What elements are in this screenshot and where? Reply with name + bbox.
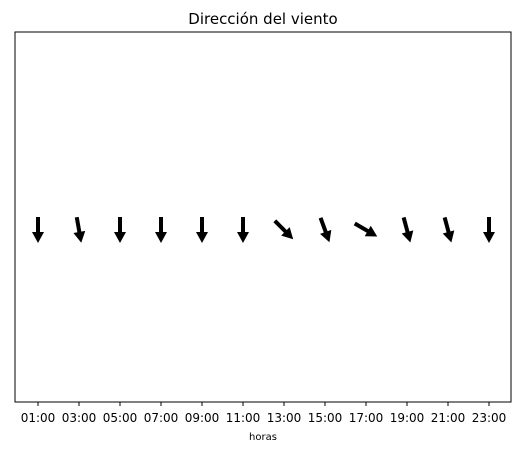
arrow-shaft bbox=[273, 219, 288, 234]
arrow-shaft bbox=[442, 216, 451, 234]
arrow-head bbox=[237, 232, 249, 243]
plot-area bbox=[14, 31, 512, 403]
wind-arrow-2300 bbox=[483, 217, 495, 243]
x-tick-label: 13:00 bbox=[267, 411, 302, 425]
arrow-head bbox=[281, 227, 294, 240]
arrow-head bbox=[155, 232, 167, 243]
x-tick-label: 09:00 bbox=[185, 411, 220, 425]
x-tick-label: 23:00 bbox=[472, 411, 507, 425]
x-tick-label: 21:00 bbox=[431, 411, 466, 425]
wind-arrow-0100 bbox=[32, 217, 44, 243]
arrow-head bbox=[442, 230, 455, 243]
x-tick-label: 19:00 bbox=[390, 411, 425, 425]
arrow-layer bbox=[32, 216, 495, 243]
arrow-head bbox=[320, 229, 332, 243]
wind-arrow-2100 bbox=[442, 216, 455, 243]
arrow-shaft bbox=[353, 221, 370, 234]
wind-arrow-0500 bbox=[114, 217, 126, 243]
wind-arrow-0300 bbox=[73, 216, 86, 243]
arrow-shaft bbox=[318, 217, 328, 234]
arrow-head bbox=[401, 230, 414, 243]
wind-arrow-1300 bbox=[273, 219, 294, 240]
x-tick-label: 05:00 bbox=[103, 411, 138, 425]
wind-arrow-0900 bbox=[196, 217, 208, 243]
arrow-head bbox=[364, 225, 378, 237]
arrow-head bbox=[483, 232, 495, 243]
x-tick-label: 17:00 bbox=[349, 411, 384, 425]
x-tick-label: 03:00 bbox=[62, 411, 97, 425]
arrow-shaft bbox=[401, 216, 410, 234]
x-tick-label: 01:00 bbox=[21, 411, 56, 425]
x-tick-label: 07:00 bbox=[144, 411, 179, 425]
arrow-head bbox=[73, 230, 86, 243]
x-tick-label: 15:00 bbox=[308, 411, 343, 425]
x-tick-label: 11:00 bbox=[226, 411, 261, 425]
arrow-head bbox=[32, 232, 44, 243]
wind-arrow-0700 bbox=[155, 217, 167, 243]
wind-arrow-1500 bbox=[318, 217, 332, 243]
x-axis-label: horas bbox=[249, 432, 277, 443]
wind-arrow-1900 bbox=[401, 216, 414, 243]
arrow-head bbox=[114, 232, 126, 243]
wind-arrow-1100 bbox=[237, 217, 249, 243]
arrow-head bbox=[196, 232, 208, 243]
arrow-shaft bbox=[74, 216, 82, 234]
chart-title: Dirección del viento bbox=[188, 10, 337, 28]
wind-arrow-1700 bbox=[353, 221, 378, 237]
x-axis-ticks: 01:00 03:00 05:00 07:00 09:00 11:00 13:00 15:00… bbox=[21, 402, 507, 425]
